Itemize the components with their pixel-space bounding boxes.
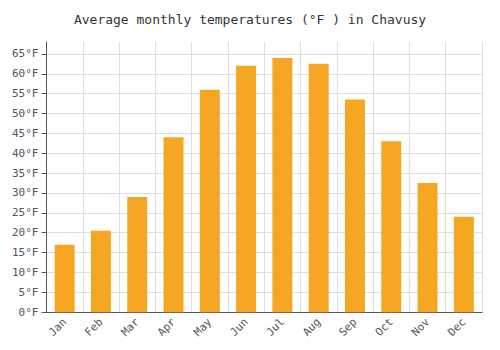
svg-text:Jun: Jun [227, 316, 250, 339]
svg-text:Jul: Jul [264, 316, 287, 339]
svg-text:Mar: Mar [119, 315, 142, 338]
svg-text:0°F: 0°F [19, 306, 39, 319]
svg-text:Dec: Dec [445, 316, 468, 339]
svg-text:40°F: 40°F [12, 147, 39, 160]
svg-text:55°F: 55°F [12, 87, 39, 100]
svg-text:60°F: 60°F [12, 67, 39, 80]
svg-text:Jan: Jan [46, 316, 69, 339]
svg-text:15°F: 15°F [12, 246, 39, 259]
svg-text:45°F: 45°F [12, 127, 39, 140]
svg-text:25°F: 25°F [12, 206, 39, 219]
svg-text:10°F: 10°F [12, 266, 39, 279]
svg-text:Aug: Aug [300, 316, 323, 339]
svg-text:35°F: 35°F [12, 167, 39, 180]
svg-text:Oct: Oct [373, 316, 396, 339]
svg-text:30°F: 30°F [12, 186, 39, 199]
svg-text:May: May [191, 315, 214, 338]
svg-text:Sep: Sep [336, 316, 359, 339]
svg-text:Apr: Apr [155, 315, 178, 338]
svg-text:5°F: 5°F [19, 286, 39, 299]
svg-text:50°F: 50°F [12, 107, 39, 120]
svg-text:Average monthly temperatures (: Average monthly temperatures (°F ) in Ch… [74, 12, 426, 27]
svg-text:20°F: 20°F [12, 226, 39, 239]
svg-text:65°F: 65°F [12, 47, 39, 60]
svg-text:Feb: Feb [82, 316, 105, 339]
svg-text:Nov: Nov [409, 315, 432, 338]
